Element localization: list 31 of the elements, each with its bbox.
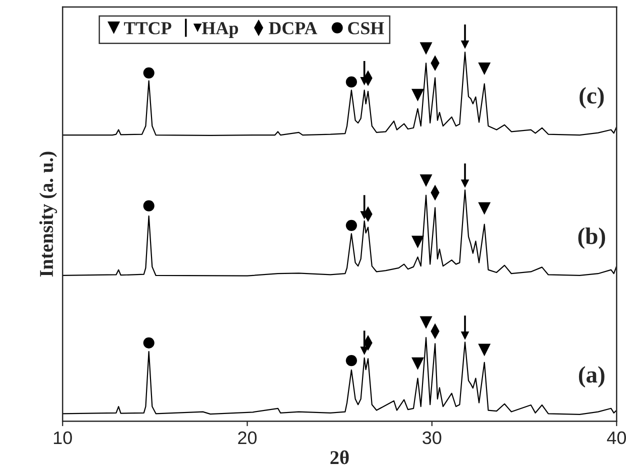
point xyxy=(420,316,432,329)
annotation: (b) xyxy=(578,228,606,249)
x-tick-label: 40 xyxy=(606,431,626,444)
point xyxy=(411,88,424,102)
annotation: (a) xyxy=(578,366,604,388)
point xyxy=(420,42,432,55)
point xyxy=(460,40,470,49)
annotation: (c) xyxy=(580,87,604,108)
point xyxy=(346,355,357,366)
point xyxy=(143,337,154,348)
point xyxy=(143,67,154,78)
y-axis-title: Intensity (a. u.) xyxy=(39,152,58,277)
x-tick-label: 10 xyxy=(54,431,72,444)
x-tick-label: 20 xyxy=(238,431,257,444)
x-tick-label: 30 xyxy=(422,431,442,444)
point xyxy=(460,179,470,188)
point xyxy=(460,332,470,340)
point xyxy=(143,200,154,212)
point xyxy=(478,344,491,356)
point xyxy=(411,357,424,370)
point xyxy=(478,62,491,76)
point xyxy=(411,236,424,248)
legend-label: DCPA xyxy=(268,22,318,34)
legend-label: TTCP xyxy=(124,22,172,34)
point xyxy=(346,76,357,88)
x-axis-title: 2θ xyxy=(330,450,349,464)
legend-label: CSH xyxy=(348,22,384,34)
point xyxy=(346,220,357,231)
point xyxy=(420,174,432,187)
point xyxy=(478,202,491,215)
legend-label: HAp xyxy=(202,22,238,38)
